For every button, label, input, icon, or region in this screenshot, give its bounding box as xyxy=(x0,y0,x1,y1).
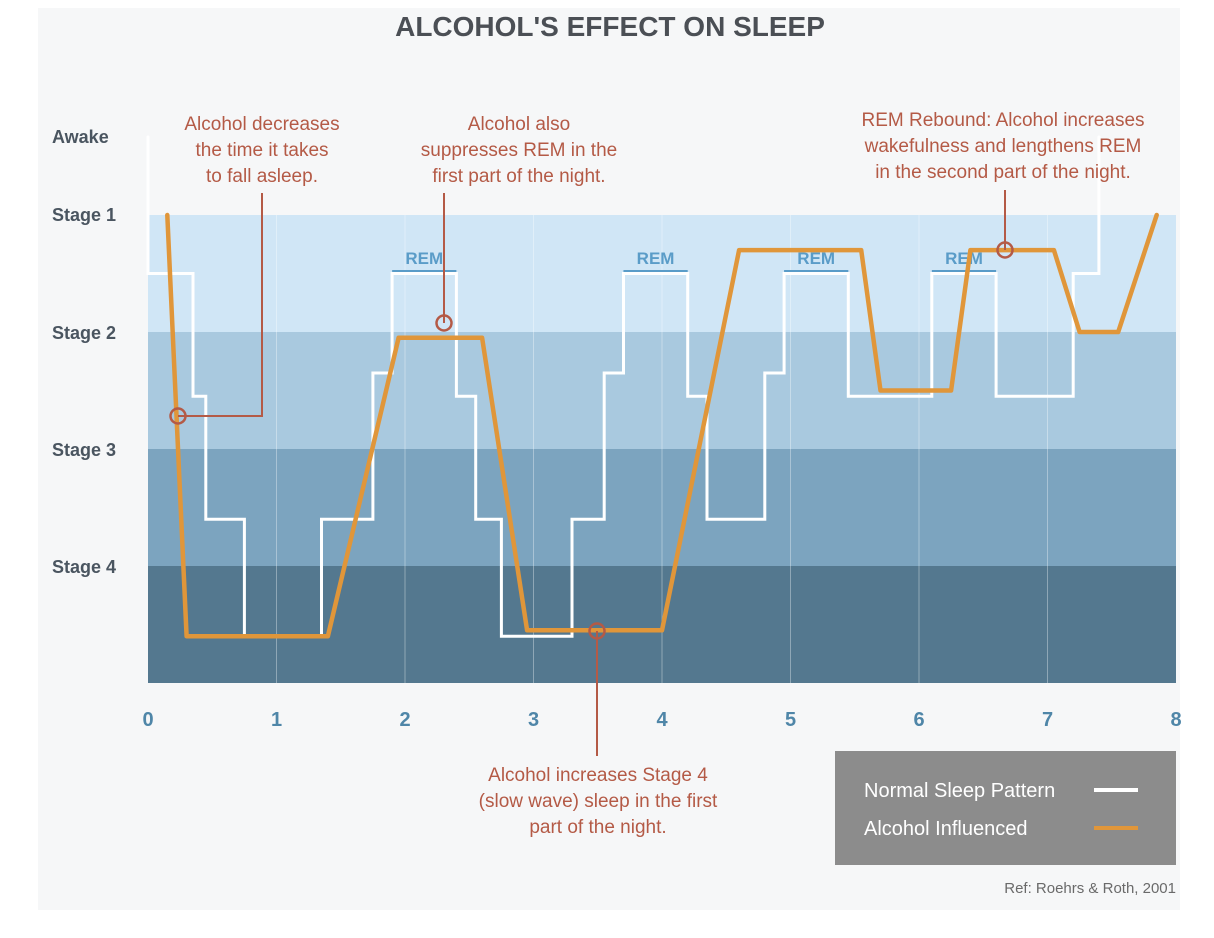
annotation-leader xyxy=(178,193,263,417)
annotation-text: wakefulness and lengthens REM xyxy=(864,136,1142,157)
chart-title: ALCOHOL'S EFFECT ON SLEEP xyxy=(395,11,825,42)
vertical-gridlines xyxy=(276,215,1048,683)
annotation-text: part of the night. xyxy=(529,817,666,838)
x-tick-label: 0 xyxy=(142,709,153,731)
y-label-awake: Awake xyxy=(52,127,109,147)
alcohol-influenced-line xyxy=(165,212,1159,639)
y-label-stage-4: Stage 4 xyxy=(52,557,116,577)
annotation-text: in the second part of the night. xyxy=(875,162,1131,183)
annotation-text: first part of the night. xyxy=(432,166,605,187)
y-label-stage-1: Stage 1 xyxy=(52,205,116,225)
annotation-marker xyxy=(169,407,187,425)
x-tick-label: 7 xyxy=(1042,709,1053,731)
annotation-text: suppresses REM in the xyxy=(421,140,617,161)
x-axis-labels: 0 1 2 3 4 5 6 7 8 xyxy=(142,709,1181,731)
annotation-text: to fall asleep. xyxy=(206,166,318,187)
rem-label: REM xyxy=(797,249,835,268)
x-tick-label: 5 xyxy=(785,709,796,731)
annotation-text: (slow wave) sleep in the first xyxy=(479,791,718,812)
legend-label: Alcohol Influenced xyxy=(864,818,1027,840)
annotation-marker xyxy=(588,622,606,640)
y-axis-labels: Awake Stage 1 Stage 2 Stage 3 Stage 4 xyxy=(52,127,116,577)
x-tick-label: 8 xyxy=(1170,709,1181,731)
annotation-text: REM Rebound: Alcohol increases xyxy=(861,110,1144,131)
legend-box xyxy=(835,751,1176,865)
stage-band-3 xyxy=(148,449,1176,566)
rem-label: REM xyxy=(637,249,675,268)
y-label-stage-2: Stage 2 xyxy=(52,323,116,343)
legend-label: Normal Sleep Pattern xyxy=(864,780,1055,802)
reference-note: Ref: Roehrs & Roth, 2001 xyxy=(1004,880,1176,897)
stage-band-2 xyxy=(148,332,1176,449)
series-lines xyxy=(146,135,1159,639)
x-tick-label: 6 xyxy=(913,709,924,731)
x-tick-label: 1 xyxy=(271,709,282,731)
annotation-text: Alcohol decreases xyxy=(184,114,339,135)
annotation-marker xyxy=(996,241,1014,259)
annotation-text: Alcohol also xyxy=(468,114,570,135)
rem-label: REM xyxy=(405,249,443,268)
rem-label: REM xyxy=(945,249,983,268)
legend: Normal Sleep Pattern Alcohol Influenced xyxy=(835,751,1176,865)
x-tick-label: 2 xyxy=(399,709,410,731)
annotation-marker xyxy=(435,314,453,332)
annotations: Alcohol decreases the time it takes to fal… xyxy=(169,110,1145,838)
x-tick-label: 4 xyxy=(656,709,668,731)
y-label-stage-3: Stage 3 xyxy=(52,440,116,460)
annotation-text: Alcohol increases Stage 4 xyxy=(488,765,708,786)
annotation-text: the time it takes xyxy=(195,140,328,161)
x-tick-label: 3 xyxy=(528,709,539,731)
